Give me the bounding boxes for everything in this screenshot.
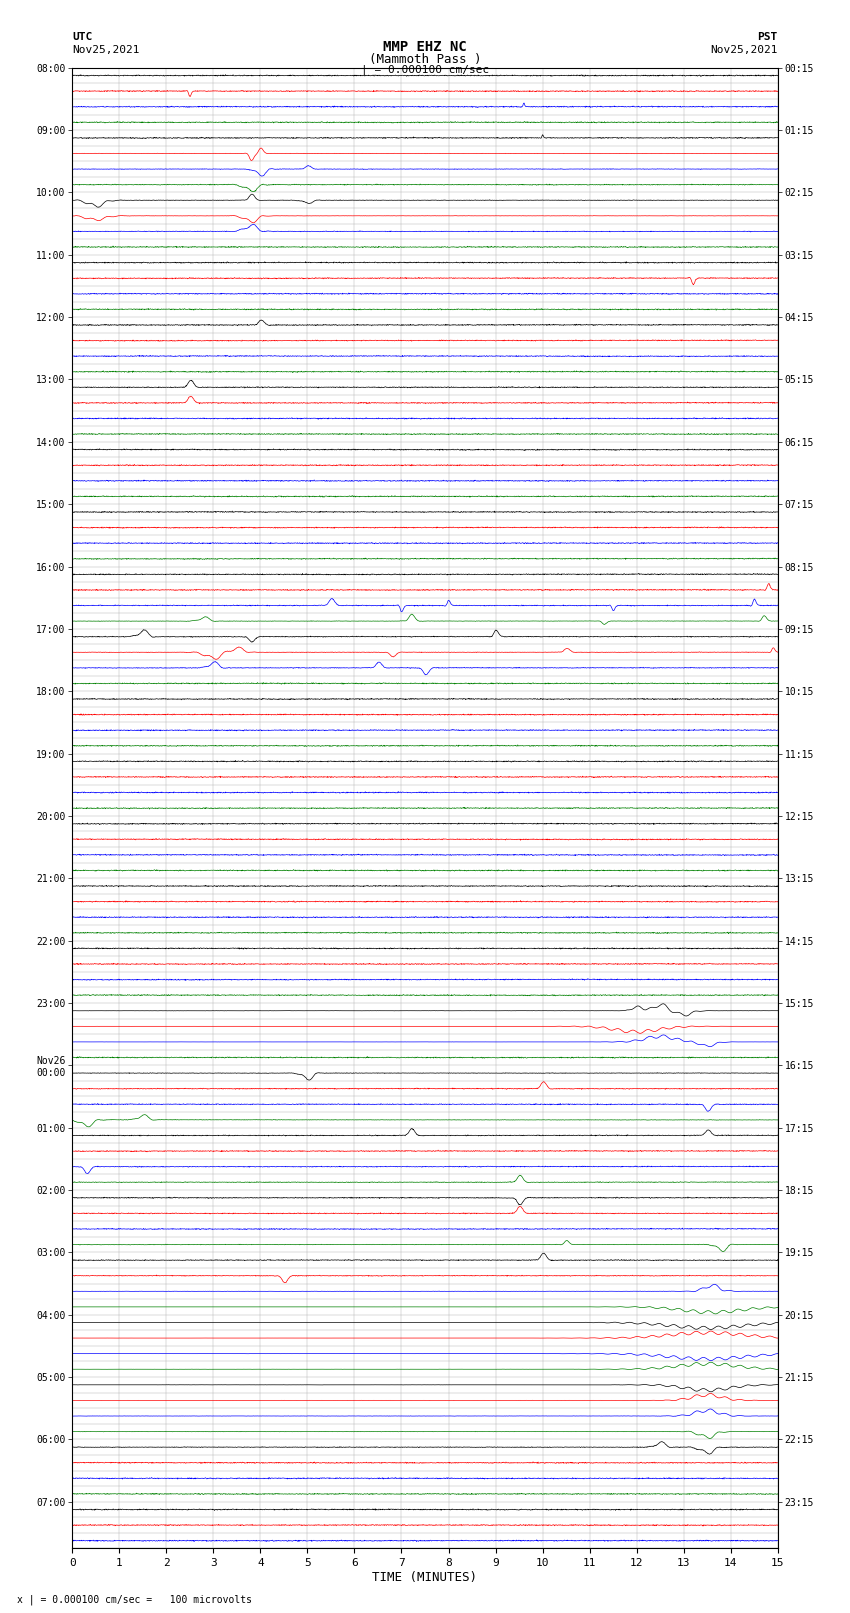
X-axis label: TIME (MINUTES): TIME (MINUTES) — [372, 1571, 478, 1584]
Text: UTC: UTC — [72, 32, 93, 42]
Text: MMP EHZ NC: MMP EHZ NC — [383, 40, 467, 55]
Text: PST: PST — [757, 32, 778, 42]
Text: Nov25,2021: Nov25,2021 — [72, 45, 139, 55]
Text: x | = 0.000100 cm/sec =   100 microvolts: x | = 0.000100 cm/sec = 100 microvolts — [17, 1594, 252, 1605]
Text: | = 0.000100 cm/sec: | = 0.000100 cm/sec — [361, 65, 489, 76]
Text: (Mammoth Pass ): (Mammoth Pass ) — [369, 53, 481, 66]
Text: Nov25,2021: Nov25,2021 — [711, 45, 778, 55]
